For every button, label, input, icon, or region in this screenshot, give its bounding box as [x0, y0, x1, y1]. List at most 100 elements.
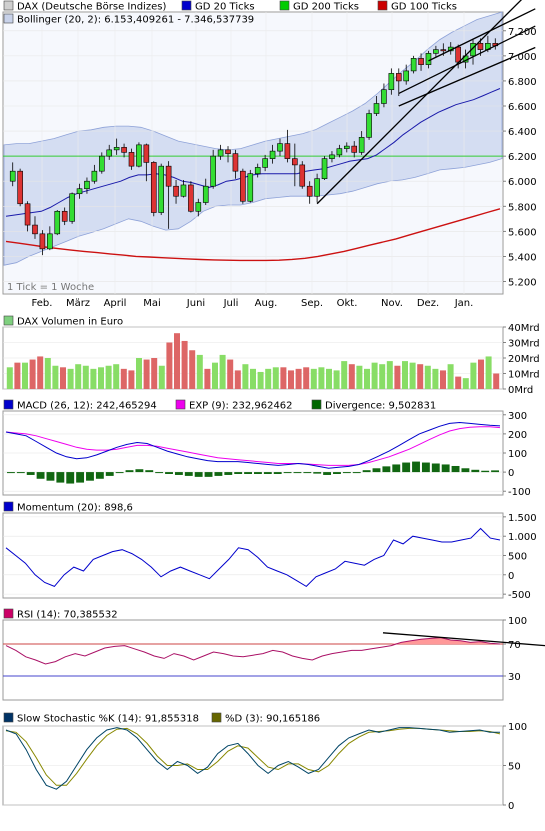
momentum-axis-tick-label: -500 [508, 590, 531, 601]
divergence-bar [46, 472, 55, 481]
divergence-bar [283, 472, 292, 474]
divergence-bar [431, 463, 440, 473]
volume-bar [424, 365, 431, 389]
candle-body [202, 185, 209, 203]
volume-bar [257, 371, 264, 389]
divergence-bar [115, 472, 124, 474]
rsi-panel [2, 619, 504, 701]
volume-axis-tick-label: 40Mrd [508, 323, 540, 334]
tick-note: 1 Tick = 1 Woche [7, 282, 94, 293]
divergence-bar [125, 470, 134, 473]
candle-body [24, 203, 31, 226]
month-label: Sep. [301, 298, 323, 309]
month-label: Jan. [454, 298, 474, 309]
volume-bar [272, 367, 279, 389]
candle-body [381, 89, 387, 104]
macd-axis-tick-label: -100 [508, 487, 531, 498]
divergence-bar [491, 470, 499, 473]
divergence-bar [95, 472, 104, 479]
month-label: Dez. [417, 298, 439, 309]
candle-body [225, 149, 231, 154]
candle-body [299, 164, 306, 187]
stoch-legend-swatch [3, 712, 14, 723]
volume-bar [136, 358, 142, 389]
volume-bar [356, 365, 363, 389]
divergence-bar [155, 472, 164, 474]
candle-body [410, 58, 417, 72]
stoch-legend-label: Slow Stochastic %K (14): 91,855318 [17, 714, 199, 725]
volume-bar [310, 368, 317, 389]
divergence-bar [66, 472, 75, 484]
candle-body [358, 137, 365, 153]
stoch-axis-tick-label: 50 [508, 762, 521, 773]
volume-bar [379, 364, 386, 389]
candle-body [173, 185, 179, 197]
divergence-bar [56, 472, 65, 483]
volume-bar [128, 370, 135, 389]
candle-body [91, 170, 98, 182]
volume-bar [143, 359, 150, 389]
volume-bar [181, 340, 188, 389]
stoch-k-line [5, 727, 500, 790]
divergence-bar [7, 472, 15, 474]
volume-bar [348, 364, 355, 389]
price-legend-swatch [3, 0, 14, 11]
candle-body [54, 210, 61, 235]
candle-body [143, 144, 150, 163]
candle-body [150, 162, 157, 213]
volume-bar [371, 362, 378, 389]
volume-bar [44, 358, 51, 389]
candle-body [269, 150, 276, 159]
bollinger-legend-swatch [3, 13, 14, 24]
candle-body [210, 155, 216, 187]
month-label: Juli [223, 298, 239, 309]
volume-bar [67, 368, 74, 389]
divergence-bar [382, 466, 391, 473]
bollinger-legend-label: Bollinger (20, 2): 6.153,409261 - 7.346,… [17, 15, 254, 26]
divergence-bar [421, 462, 430, 473]
month-label: Mai [143, 298, 161, 309]
divergence-bar [323, 472, 332, 475]
divergence-bar [451, 465, 460, 473]
trend-line [428, 8, 536, 62]
divergence-bar [214, 472, 223, 476]
candle-body [180, 184, 187, 197]
volume-bar [204, 368, 211, 389]
candle-body [247, 173, 254, 202]
price-legend-label: GD 20 Ticks [195, 2, 255, 13]
candle-body [470, 43, 476, 57]
candle-body [9, 170, 16, 182]
month-label: Feb. [32, 298, 53, 309]
rsi-trend-line [382, 632, 545, 647]
volume-bar [120, 368, 127, 389]
candle-body [232, 153, 239, 172]
volume-bar [462, 378, 469, 389]
divergence-bar [254, 472, 262, 474]
volume-axis-tick-label: 20Mrd [508, 354, 540, 365]
macd-axis-tick-label: 100 [508, 449, 527, 460]
candle-body [344, 145, 350, 149]
rsi-legend-swatch [3, 608, 14, 619]
candle-body [277, 143, 283, 152]
month-label: Aug. [255, 298, 278, 309]
volume-bar [105, 365, 112, 389]
trend-line [398, 25, 536, 95]
divergence-bar [16, 472, 25, 474]
divergence-bar [145, 470, 154, 473]
volume-bar [22, 362, 28, 389]
volume-bar [478, 359, 484, 389]
candle-body [195, 202, 202, 212]
macd-legend-label: EXP (9): 232,962462 [189, 401, 293, 412]
divergence-bar [165, 472, 173, 474]
divergence-bar [273, 472, 282, 474]
volume-bar [52, 365, 59, 389]
price-axis-tick-label: 6.800 [508, 77, 537, 88]
divergence-bar [184, 472, 193, 476]
momentum-legend-label: Momentum (20): 898,6 [17, 503, 133, 514]
price-legend-swatch [377, 0, 388, 11]
volume-bar [333, 370, 340, 389]
price-axis-tick-label: 7.200 [508, 27, 537, 38]
divergence-bar [412, 461, 420, 473]
volume-bar [6, 367, 13, 389]
volume-bar [318, 367, 325, 389]
